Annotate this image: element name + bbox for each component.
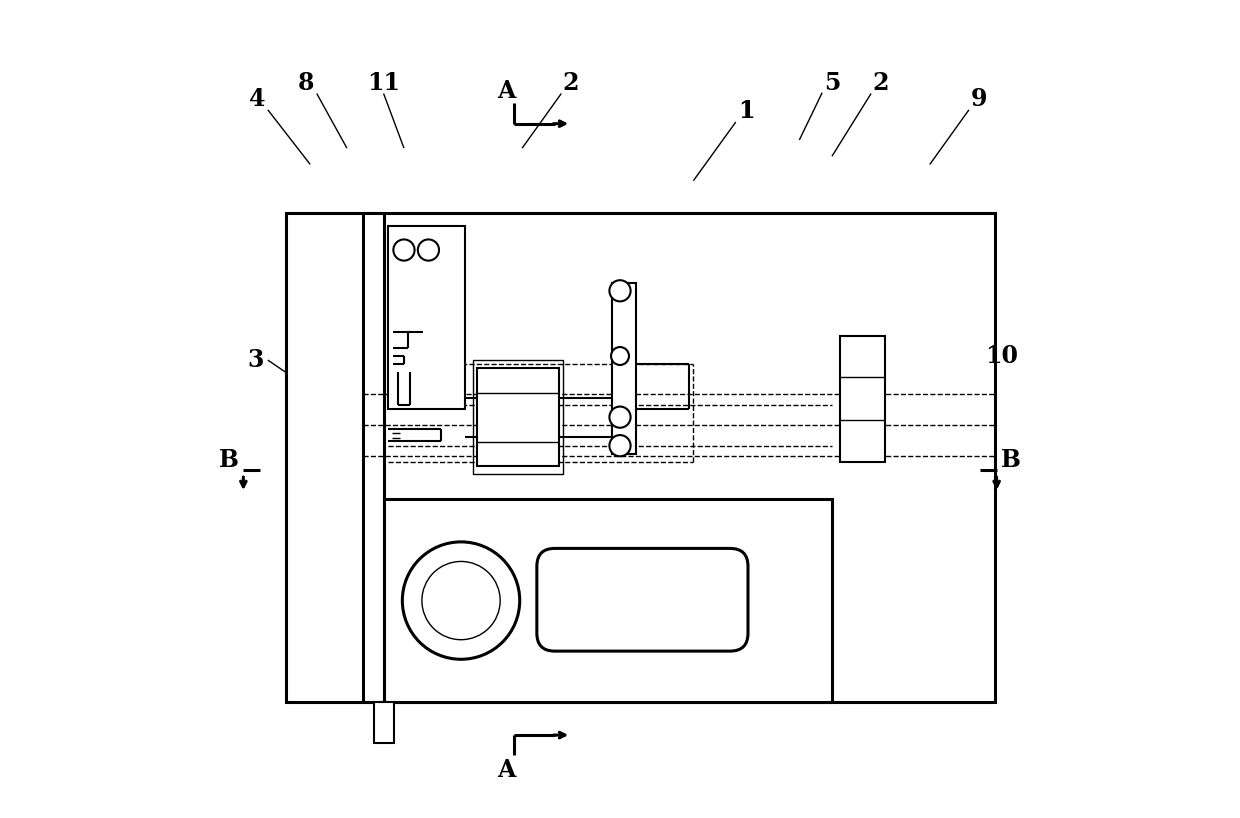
Text: 9: 9 [971,88,987,111]
Bar [285,213,994,703]
Circle shape [609,407,631,428]
Text: 1: 1 [738,100,755,124]
Text: 4: 4 [249,88,265,111]
Text: 11: 11 [367,71,401,95]
Circle shape [393,240,414,261]
Circle shape [418,240,439,261]
Circle shape [609,281,631,301]
Text: 3: 3 [248,348,264,372]
Circle shape [609,435,631,456]
Text: 10: 10 [985,344,1018,368]
Circle shape [422,561,500,640]
Bar [363,213,383,703]
Text: A: A [497,758,515,782]
Bar [285,213,363,703]
Text: 8: 8 [298,71,315,95]
Bar [841,335,885,462]
Text: 2: 2 [563,71,579,95]
Text: 5: 5 [823,71,841,95]
Text: B: B [1002,448,1022,472]
FancyBboxPatch shape [537,548,748,651]
Text: B: B [218,448,238,472]
Bar [388,226,465,409]
Circle shape [402,542,520,659]
Bar [373,703,394,744]
Text: A: A [497,79,515,103]
Text: 1: 1 [738,100,755,124]
Bar [611,283,636,454]
Bar [477,368,559,466]
Text: 2: 2 [873,71,889,95]
Circle shape [611,347,629,365]
Bar [474,360,563,474]
Bar [383,499,832,703]
